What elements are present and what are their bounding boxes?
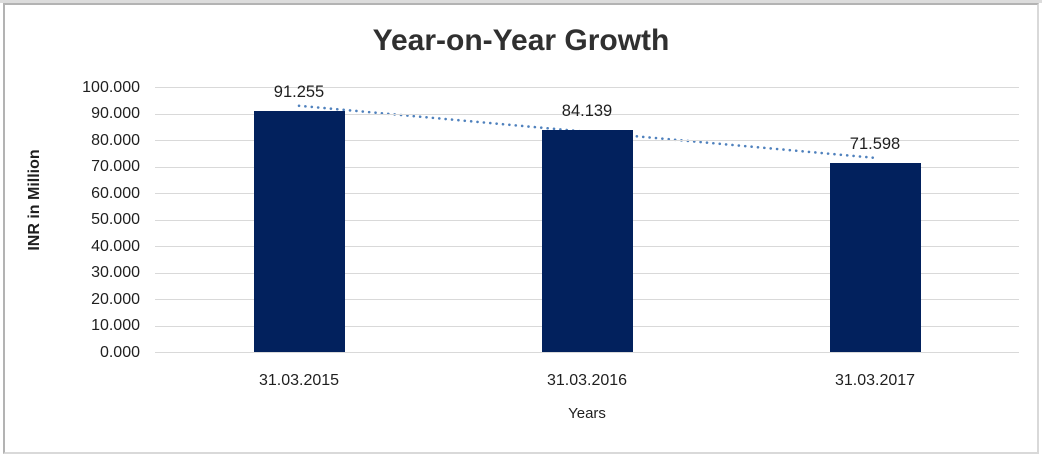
y-tick-label: 20.000 <box>91 290 140 308</box>
gridline <box>155 87 1019 88</box>
gridline <box>155 352 1019 353</box>
bar-value-label: 91.255 <box>273 82 325 101</box>
y-tick-label: 60.000 <box>91 184 140 202</box>
x-tick-label: 31.03.2016 <box>546 372 628 389</box>
y-tick-label: 10.000 <box>91 317 140 334</box>
y-tick-label: 50.000 <box>91 211 140 228</box>
y-tick-label: 70.000 <box>91 158 140 175</box>
window-edge <box>0 0 1042 3</box>
bar <box>253 110 345 353</box>
y-tick-label: 30.000 <box>91 264 140 281</box>
x-tick-label: 31.03.2017 <box>834 372 916 389</box>
gridline <box>155 113 1019 115</box>
x-axis-title: Years <box>568 405 606 422</box>
bar <box>829 162 921 353</box>
y-tick-label: 90.000 <box>91 105 140 122</box>
y-tick-label: 100.000 <box>82 78 140 96</box>
bar-value-label: 71.598 <box>849 134 901 153</box>
y-tick-label: 80.000 <box>91 131 140 149</box>
bar <box>541 129 633 353</box>
bar-value-label: 84.139 <box>561 101 613 120</box>
y-tick-label: 40.000 <box>91 237 140 255</box>
y-tick-label: 0.000 <box>99 343 140 361</box>
chart-title: Year-on-Year Growth <box>372 24 670 57</box>
x-tick-label: 31.03.2015 <box>258 372 340 389</box>
